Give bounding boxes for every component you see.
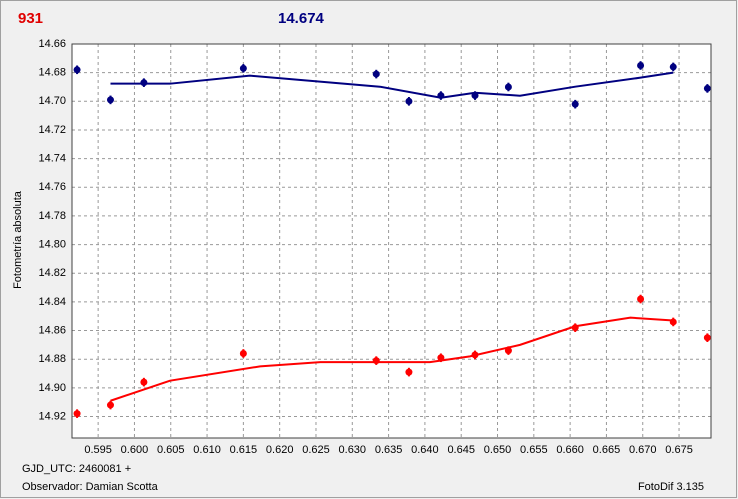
x-tick-label: 0.600	[121, 444, 149, 456]
y-tick-label: 14.76	[38, 181, 66, 193]
data-point	[372, 357, 380, 365]
y-tick-label: 14.86	[38, 324, 66, 336]
x-tick-label: 0.655	[520, 444, 548, 456]
data-point	[239, 349, 247, 357]
x-tick-label: 0.595	[84, 444, 112, 456]
fit-line	[110, 316, 674, 402]
data-point	[571, 100, 579, 108]
y-tick-label: 14.88	[38, 353, 66, 365]
footer-date: GJD_UTC: 2460081 +	[22, 463, 131, 475]
x-tick-label: 0.650	[484, 444, 512, 456]
data-point	[73, 66, 81, 74]
y-tick-label: 14.82	[38, 267, 66, 279]
x-tick-label: 0.610	[193, 444, 221, 456]
x-tick-label: 0.635	[375, 444, 403, 456]
data-point	[239, 64, 247, 72]
data-point	[140, 79, 148, 87]
plot-area	[72, 44, 711, 438]
x-tick-label: 0.640	[411, 444, 439, 456]
x-tick-label: 0.620	[266, 444, 294, 456]
x-tick-label: 0.615	[230, 444, 258, 456]
y-axis-label: Fotometría absoluta	[12, 190, 24, 289]
y-tick-label: 14.78	[38, 210, 66, 222]
x-tick-label: 0.675	[665, 444, 693, 456]
footer-observer: Observador: Damian Scotta	[22, 481, 159, 493]
data-point	[703, 84, 711, 92]
data-point	[372, 70, 380, 78]
title-left: 931	[18, 10, 43, 27]
y-tick-label: 14.74	[38, 153, 66, 165]
x-tick-label: 0.630	[339, 444, 367, 456]
fit-line	[110, 71, 674, 99]
footer-version: FotoDif 3.135	[638, 481, 704, 493]
data-point	[106, 401, 114, 409]
title-right: 14.674	[278, 10, 325, 27]
data-point	[637, 61, 645, 69]
y-tick-label: 14.72	[38, 124, 66, 136]
x-tick-label: 0.660	[556, 444, 584, 456]
data-point	[140, 378, 148, 386]
data-point	[106, 96, 114, 104]
data-point	[703, 334, 711, 342]
data-point	[405, 97, 413, 105]
data-point	[669, 63, 677, 71]
y-tick-label: 14.90	[38, 382, 66, 394]
plot-border	[71, 43, 712, 439]
y-tick-label: 14.68	[38, 67, 66, 79]
y-tick-label: 14.70	[38, 95, 66, 107]
data-point	[504, 83, 512, 91]
x-tick-label: 0.670	[629, 444, 657, 456]
x-tick-label: 0.605	[157, 444, 185, 456]
x-tick-label: 0.625	[302, 444, 330, 456]
data-point	[637, 295, 645, 303]
y-tick-label: 14.66	[38, 38, 66, 50]
y-tick-label: 14.92	[38, 410, 66, 422]
y-tick-label: 14.80	[38, 238, 66, 250]
x-tick-label: 0.665	[593, 444, 621, 456]
y-tick-label: 14.84	[38, 296, 66, 308]
data-point	[405, 368, 413, 376]
x-tick-label: 0.645	[447, 444, 475, 456]
data-point	[73, 410, 81, 418]
